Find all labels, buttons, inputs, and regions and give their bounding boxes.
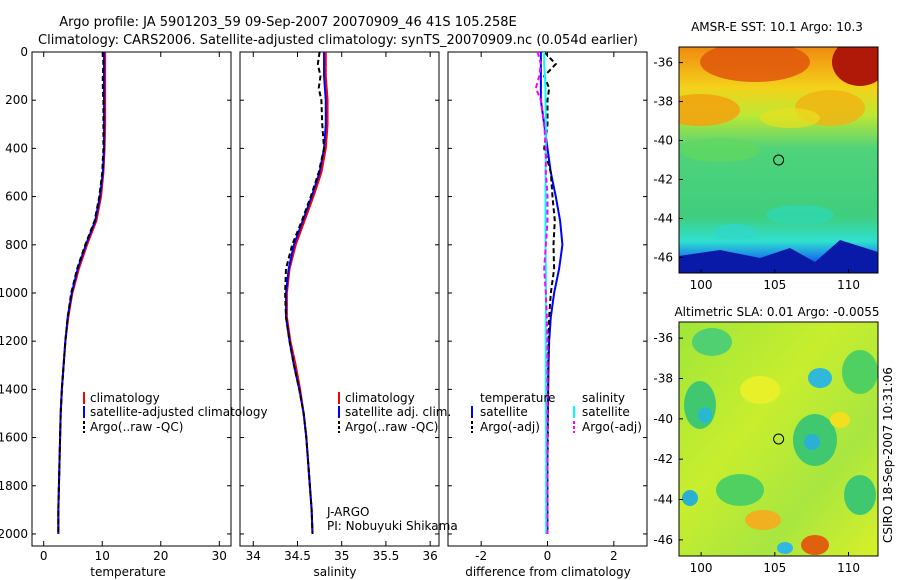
x-tick-label: 0 [40,549,48,563]
legend-heading-temperature: temperature [480,391,555,405]
series-line-salinity-argo-adj- [534,51,549,534]
map-y-tick-label: -36 [653,56,673,70]
legend-label-climatology: climatology [345,391,415,405]
sla-map-axes: 100 105 110 -36 -38 -40 -42 -44 -46 [653,331,860,575]
sst-map-title: AMSR-E SST: 10.1 Argo: 10.3 [691,20,863,34]
map-y-tick-label: -36 [653,331,673,345]
difference-axis-label: difference from climatology [465,565,631,579]
y-tick-label: 600 [5,190,28,204]
y-tick-label: 2000 [0,527,28,541]
legend-label-satellite: satellite-adjusted climatology [90,405,268,419]
salinity-axis-label: salinity [313,565,356,579]
series-line-argo-raw-qc- [57,51,105,534]
map-y-tick-label: -38 [653,95,673,109]
map-y-tick-label: -46 [653,533,673,547]
sla-map-image [679,322,878,556]
x-tick-label: 34 [246,549,261,563]
difference-legend: temperature satellite Argo(-adj) salinit… [471,391,642,434]
map-y-tick-label: -40 [653,134,673,148]
temperature-plot: 0 10 20 30 0 200 400 600 800 1000 1200 1400 1600 1800… [0,45,231,563]
legend-label-argo: Argo(..raw -QC) [345,420,438,434]
map-y-tick-label: -42 [653,172,673,186]
y-tick-label: 800 [5,238,28,252]
figure-title-line2: Climatology: CARS2006. Satellite-adjuste… [38,33,638,48]
temperature-axis-label: temperature [90,565,165,579]
sst-map-axes: 100 105 110 -36 -38 -40 -42 -44 -46 [653,56,860,292]
y-tick-label: 1000 [0,286,28,300]
map-x-tick-label: 105 [763,561,786,575]
sla-map-title: Altimetric SLA: 0.01 Argo: -0.0055 [674,305,879,319]
float-position-marker [773,154,785,166]
temperature-panel-frame [31,51,232,547]
x-tick-label: 35.5 [373,549,400,563]
map-x-tick-label: 100 [690,561,713,575]
map-y-tick-label: -44 [653,211,673,225]
sst-map-frame [678,46,879,274]
temperature-legend: climatology satellite-adjusted climatolo… [83,391,268,434]
legend-label-temp-argo: Argo(-adj) [480,420,540,434]
x-tick-label: 30 [212,549,227,563]
x-tick-label: 34.5 [284,549,311,563]
map-y-tick-label: -42 [653,452,673,466]
legend-label-temp-satellite: satellite [480,405,528,419]
y-tick-label: 400 [5,141,28,155]
salinity-plot: 34 34.5 35 35.5 36 [240,51,439,563]
sst-map-image [679,47,878,273]
y-tick-label: 1600 [0,431,28,445]
x-tick-label: 36 [423,549,438,563]
difference-plot: -2 0 2 [448,51,647,563]
x-tick-label: 35 [334,549,349,563]
figure-title-line1: Argo profile: JA 5901203_59 09-Sep-2007 … [59,15,517,30]
x-tick-label: -2 [475,549,487,563]
map-x-tick-label: 105 [763,278,786,292]
map-x-tick-label: 110 [837,561,860,575]
y-tick-label: 200 [5,93,28,107]
float-pi: PI: Nobuyuki Shikama [327,519,458,533]
float-program: J-ARGO [326,505,369,519]
legend-label-climatology: climatology [90,391,160,405]
y-tick-label: 1800 [0,479,28,493]
map-y-tick-label: -44 [653,493,673,507]
map-x-tick-label: 110 [837,278,860,292]
x-tick-label: 20 [153,549,168,563]
float-position-marker [773,433,785,445]
legend-label-sal-argo: Argo(-adj) [582,420,642,434]
x-tick-label: 0 [544,549,552,563]
map-x-tick-label: 100 [690,278,713,292]
x-tick-label: 2 [610,549,618,563]
legend-label-argo: Argo(..raw -QC) [90,420,183,434]
salinity-legend: climatology satellite adj. clim. Argo(..… [338,391,451,434]
map-y-tick-label: -38 [653,371,673,385]
series-line-satellite-adj-clim- [284,52,327,534]
series-line-satellite-adjusted-climatology [57,52,105,534]
series-line-argo-raw-qc- [284,51,326,534]
salinity-panel-frame [239,51,440,547]
map-y-tick-label: -46 [653,250,673,264]
map-y-tick-label: -40 [653,412,673,426]
legend-label-sal-satellite: satellite [582,405,630,419]
x-tick-label: 10 [95,549,110,563]
series-line-climatology [57,52,107,534]
footer-stamp: CSIRO 18-Sep-2007 10:31:06 [881,367,895,543]
legend-heading-salinity: salinity [582,391,625,405]
y-tick-label: 0 [20,45,28,59]
legend-label-satellite: satellite adj. clim. [345,405,451,419]
sla-map-frame [678,321,879,557]
series-line-temperature-argo-adj- [543,51,558,534]
y-tick-label: 1200 [0,334,28,348]
series-line-salinity-satellite [543,52,548,534]
y-tick-label: 1400 [0,382,28,396]
